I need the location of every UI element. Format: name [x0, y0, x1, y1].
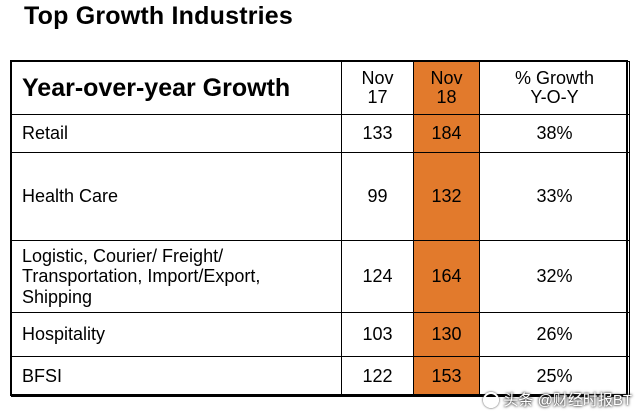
growth-cell: 26%: [479, 312, 630, 357]
nov18-cell: 184: [413, 114, 480, 153]
header-nov18-line1: Nov: [430, 68, 463, 89]
header-nov18: Nov 18: [413, 61, 480, 115]
header-nov17-line1: Nov: [361, 68, 394, 89]
industry-cell: Hospitality: [11, 312, 342, 357]
table-header-label: Year-over-year Growth: [11, 61, 342, 115]
watermark-text: 头条 @财经时报BT: [503, 392, 632, 409]
industry-line: BFSI: [22, 366, 63, 387]
nov17-cell: 133: [341, 114, 414, 153]
nov17-cell: 122: [341, 356, 414, 397]
table-row: Retail 133 184 38%: [11, 114, 630, 153]
growth-cell: 32%: [479, 240, 630, 313]
industry-line: Hospitality: [22, 324, 106, 345]
growth-table: Year-over-year Growth Nov 17 Nov 18 % Gr…: [11, 61, 630, 397]
industry-line: Retail: [22, 123, 69, 144]
table-header-row: Year-over-year Growth Nov 17 Nov 18 % Gr…: [11, 61, 630, 115]
industry-line: Transportation, Import/Export,: [22, 266, 261, 287]
nov17-cell: 99: [341, 152, 414, 241]
industry-cell: Health Care: [11, 152, 342, 241]
industry-line: Shipping: [22, 286, 93, 307]
industry-line: Logistic, Courier/ Freight/: [22, 246, 224, 267]
table-row: Hospitality 103 130 26%: [11, 312, 630, 357]
industry-cell: BFSI: [11, 356, 342, 397]
industry-cell: Logistic, Courier/ Freight/ Transportati…: [11, 240, 342, 313]
nov18-cell: 164: [413, 240, 480, 313]
nov18-cell: 153: [413, 356, 480, 397]
nov18-cell: 132: [413, 152, 480, 241]
header-growth: % Growth Y-O-Y: [479, 61, 630, 115]
growth-cell: 33%: [479, 152, 630, 241]
table-row: Health Care 99 132 33%: [11, 152, 630, 241]
growth-cell: 25%: [479, 356, 630, 397]
watermark-logo-icon: [483, 391, 500, 408]
nov18-cell: 130: [413, 312, 480, 357]
industry-cell: Retail: [11, 114, 342, 153]
table-row: BFSI 122 153 25%: [11, 356, 630, 397]
header-growth-line1: % Growth: [514, 68, 595, 89]
industry-line: Health Care: [22, 186, 119, 207]
header-growth-line2: Y-O-Y: [530, 87, 579, 107]
nov17-cell: 103: [341, 312, 414, 357]
page-title: Top Growth Industries: [24, 2, 294, 30]
watermark: 头条 @财经时报BT: [483, 389, 632, 410]
table-row: Logistic, Courier/ Freight/ Transportati…: [11, 240, 630, 313]
header-nov17: Nov 17: [341, 61, 414, 115]
nov17-cell: 124: [341, 240, 414, 313]
header-nov18-line2: 18: [436, 87, 457, 107]
header-nov17-line2: 17: [367, 87, 388, 107]
growth-cell: 38%: [479, 114, 630, 153]
